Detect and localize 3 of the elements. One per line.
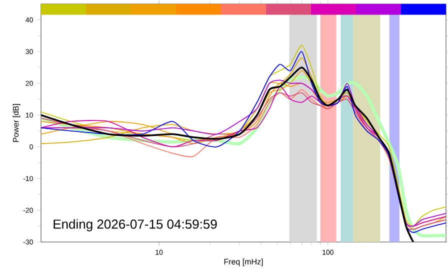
x-axis-title: Freq [mHz] — [224, 258, 263, 266]
y-axis-title: Power [dB] — [12, 104, 20, 142]
annotation: Ending 2026-07-15 04:59:59 — [54, 219, 217, 232]
